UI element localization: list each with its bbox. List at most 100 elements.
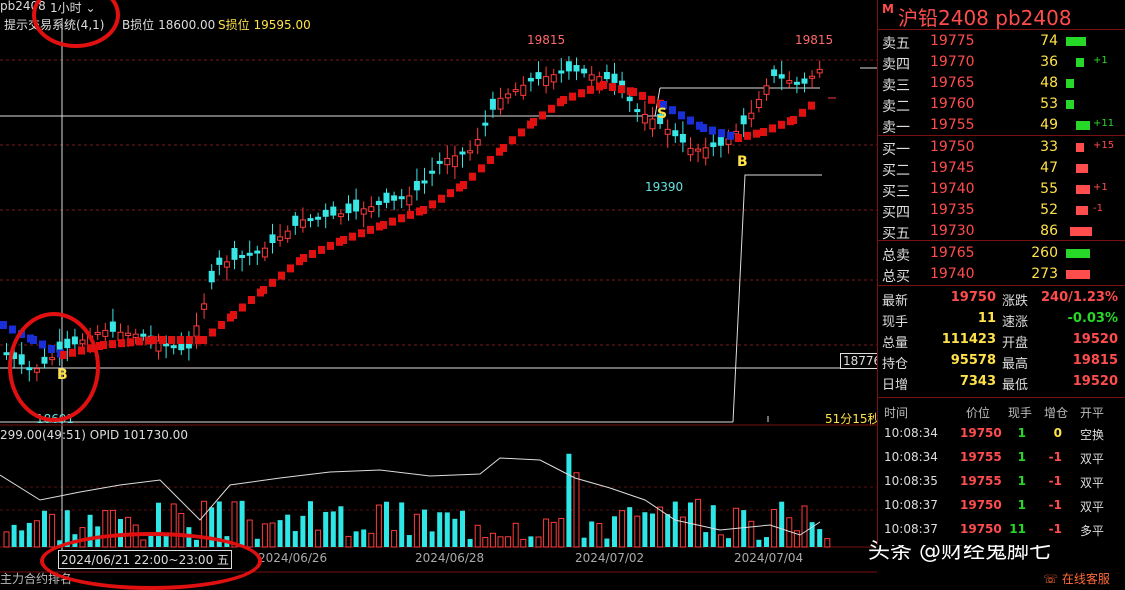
volume-bar — [338, 506, 344, 547]
candle-body — [292, 215, 299, 226]
date-tick-1: 2024/06/26 — [258, 551, 328, 565]
market-marker: M — [882, 2, 894, 16]
ask-row-3[interactable]: 卖三 19765 48 — [878, 73, 1125, 95]
level-volume: 49 — [1040, 117, 1058, 133]
volume-bar — [399, 502, 405, 547]
opid-label: OPID — [89, 428, 120, 442]
candle-body — [140, 333, 147, 337]
ask-row-4[interactable]: 卖二 19760 53 — [878, 94, 1125, 116]
candle-body — [497, 97, 504, 110]
trade-time: 10:08:34 — [884, 426, 938, 440]
volume-bar — [216, 501, 222, 547]
total-row-2: 总买 19740 273 — [878, 264, 1125, 286]
s-stop-value: 19595.00 — [253, 18, 311, 32]
stat-change: 240/1.23% — [1041, 290, 1118, 305]
total-row-1: 总卖 19765 260 — [878, 243, 1125, 265]
ma-segment — [778, 120, 785, 129]
buy-signal-right: B — [737, 154, 748, 170]
volume-bar — [87, 514, 93, 547]
ma-segment — [278, 271, 285, 280]
volume-bar — [703, 532, 709, 547]
ma-segment — [269, 278, 276, 287]
candle-body — [634, 109, 641, 113]
high-label-left: 19815 — [527, 33, 566, 47]
volume-bar — [375, 504, 382, 548]
ma-segment — [209, 328, 216, 337]
volume-bar — [482, 537, 489, 548]
ask-row-2[interactable]: 卖四 19770 36 +1 — [878, 52, 1125, 74]
candle-body — [695, 148, 702, 152]
bid-row-1[interactable]: 买一 19750 33 +15 — [878, 137, 1125, 159]
candle-body — [246, 252, 253, 256]
volume-bar — [3, 531, 10, 548]
volume-bar — [497, 536, 504, 548]
volume-bar — [512, 522, 519, 548]
level-change: -1 — [1093, 203, 1103, 214]
candle-body — [231, 247, 238, 260]
trade-row[interactable]: 10:08:34 19750 1 0 空换 — [878, 422, 1125, 446]
volume-bar — [665, 514, 671, 547]
level-volume: 47 — [1040, 160, 1058, 176]
bid-row-5[interactable]: 买五 19730 86 — [878, 221, 1125, 243]
candle-body — [748, 112, 755, 120]
bid-row-4[interactable]: 买四 19735 52 -1 — [878, 200, 1125, 222]
online-service-link[interactable]: ☏ 在线客服 — [1043, 572, 1110, 586]
volume-bar — [550, 521, 557, 548]
candle-body — [223, 261, 230, 268]
trade-row[interactable]: 10:08:35 19755 1 -1 双平 — [878, 470, 1125, 494]
candle-body — [413, 181, 420, 191]
candle-body — [216, 257, 223, 265]
trade-row[interactable]: 10:08:37 19750 11 -1 多平 — [878, 518, 1125, 542]
ma-segment — [790, 116, 797, 124]
volume-bar — [817, 529, 823, 547]
candle-body — [763, 85, 770, 95]
ma-segment — [429, 200, 436, 209]
trade-hand: 1 — [1017, 498, 1026, 512]
trade-time: 10:08:37 — [884, 522, 938, 536]
candle-body — [459, 151, 466, 155]
candle-body — [467, 150, 474, 154]
level-volume: 74 — [1040, 33, 1058, 49]
trade-row[interactable]: 10:08:34 19755 1 -1 双平 — [878, 446, 1125, 470]
candle-body — [398, 196, 405, 200]
bid-row-3[interactable]: 买三 19740 55 +1 — [878, 179, 1125, 201]
ma-segment — [438, 194, 445, 203]
candle-body — [178, 343, 185, 351]
ma-segment — [700, 124, 707, 132]
candle-body — [391, 195, 398, 201]
level-price: 19755 — [930, 117, 975, 133]
ma-segment — [145, 336, 152, 345]
volume-bar — [809, 522, 815, 547]
ma-segment — [578, 89, 585, 98]
volume-bar — [779, 501, 785, 547]
ma-segment — [539, 111, 546, 120]
total-price: 19740 — [930, 266, 975, 282]
ma-segment — [127, 338, 134, 347]
ask-row-5[interactable]: 卖一 19755 49 +11 — [878, 115, 1125, 137]
ma-segment — [808, 101, 815, 110]
trade-time: 10:08:35 — [884, 474, 938, 488]
volume-bar — [679, 516, 686, 548]
candle-body — [771, 69, 778, 77]
level-bar — [1076, 143, 1084, 152]
candle-body — [421, 180, 428, 184]
kline-chart[interactable] — [0, 0, 877, 583]
bid-row-2[interactable]: 买二 19745 47 — [878, 158, 1125, 180]
level-volume: 52 — [1040, 202, 1058, 218]
ma-segment — [769, 124, 776, 133]
candle-body — [451, 155, 458, 168]
date-tick-3: 2024/07/02 — [575, 551, 645, 565]
total-bar — [1066, 270, 1090, 279]
level-price: 19765 — [930, 75, 975, 91]
volume-bar — [520, 538, 527, 548]
trade-price: 19750 — [960, 498, 1002, 512]
ma-segment — [296, 257, 303, 266]
trade-row[interactable]: 10:08:37 19750 1 -1 双平 — [878, 494, 1125, 518]
ask-row-1[interactable]: 卖五 19775 74 — [878, 31, 1125, 53]
level-label: 卖五 — [882, 36, 910, 52]
ma-segment — [609, 83, 616, 92]
candle-body — [375, 200, 382, 206]
candle-body — [444, 157, 451, 166]
volume-bar — [406, 535, 412, 547]
candle-body — [550, 74, 557, 83]
